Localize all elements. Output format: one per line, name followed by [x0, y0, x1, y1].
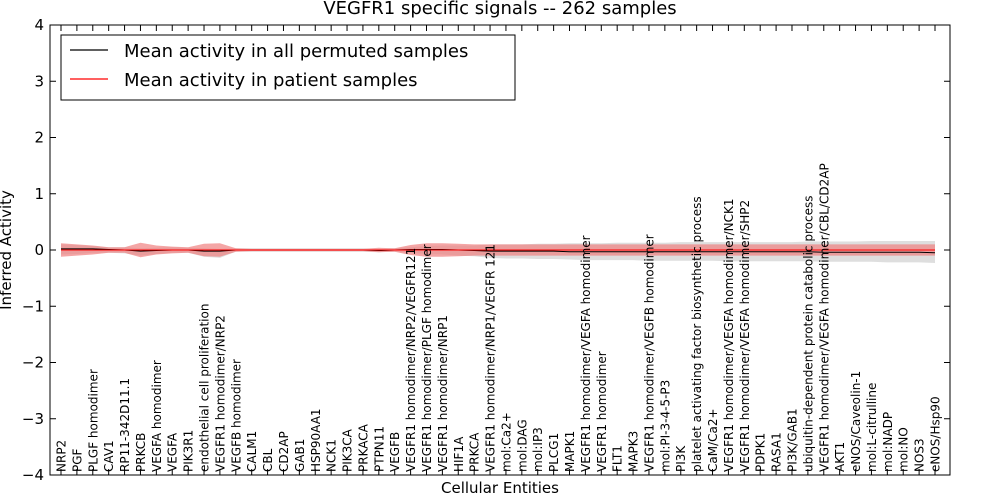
x-tick-label: VEGFR1 homodimer/VEGFA homodimer — [579, 235, 593, 472]
x-tick-label: HIF1A — [452, 436, 466, 472]
x-tick-label: VEGFR1 homodimer/VEGFB homodimer — [643, 234, 657, 472]
x-tick-label: VEGFR1 homodimer/VEGFA homodimer/CBL/CD2… — [817, 163, 831, 472]
x-tick-label: VEGFR1 homodimer/VEGFA homodimer/SHP2 — [738, 200, 752, 472]
x-tick-label: PIK3R1 — [182, 430, 196, 472]
plot-frame — [49, 24, 951, 476]
x-tick-label: FLT1 — [611, 445, 625, 472]
x-tick-label: GAB1 — [293, 439, 307, 472]
x-tick-label: PGF — [70, 448, 84, 472]
y-tick-label: −1 — [22, 297, 44, 315]
x-tick-label: mol:L-citrulline — [865, 383, 879, 472]
chart-title: VEGFR1 specific signals -- 262 samples — [323, 0, 676, 19]
y-axis-label: Inferred Activity — [0, 190, 15, 310]
x-tick-label: PRKCB — [134, 433, 148, 472]
x-tick-label: PRKACA — [356, 423, 370, 472]
x-tick-label: mol:DAG — [515, 419, 529, 472]
x-tick-label: mol:NADP — [881, 412, 895, 472]
x-tick-label: eNOS/Caveolin-1 — [849, 371, 863, 472]
x-tick-label: PRKCA — [468, 432, 482, 472]
x-tick-label: mol:Ca2+ — [499, 412, 513, 472]
x-tick-label: mol:PI-3-4-5-P3 — [658, 380, 672, 472]
x-tick-label: VEGFR1 homodimer/NRP2/VEGFR121 — [404, 248, 418, 472]
legend-label-patient: Mean activity in patient samples — [124, 70, 418, 91]
x-tick-label: VEGFR1 homodimer/NRP1/VEGFR 121 — [484, 244, 498, 472]
x-tick-label: CaM/Ca2+ — [706, 408, 720, 472]
x-tick-label: NRP2 — [55, 440, 69, 472]
x-tick-label: CALM1 — [245, 431, 259, 472]
x-tick-label: MAPK3 — [627, 431, 641, 472]
legend: Mean activity in all permuted samples Me… — [60, 34, 516, 101]
x-tick-label: PLGF homodimer — [86, 369, 100, 472]
x-tick-label: RASA1 — [770, 432, 784, 472]
y-tick-label: 0 — [34, 241, 44, 259]
x-axis-label: Cellular Entities — [441, 479, 559, 497]
x-tick-label: AKT1 — [833, 442, 847, 472]
x-tick-label: MAPK1 — [563, 431, 577, 472]
x-tick-label: NCK1 — [325, 439, 339, 472]
x-tick-label: VEGFA homodimer — [150, 360, 164, 472]
x-tick-label: platelet activating factor biosynthetic … — [690, 196, 704, 472]
x-tick-label: mol:NO — [897, 427, 911, 472]
x-tick-label: VEGFR1 homodimer/PLGF homodimer — [420, 244, 434, 472]
x-tick-label: CBL — [261, 448, 275, 472]
x-axis-ticks: NRP2 PGF PLGF homodimer CAV1 RP11-342D11.1 PR… — [55, 25, 943, 475]
x-tick-label: CAV1 — [102, 440, 116, 472]
y-tick-label: −3 — [22, 410, 44, 428]
x-tick-label: VEGFR1 homodimer/NRP2 — [213, 315, 227, 472]
y-tick-label: −4 — [22, 466, 44, 484]
y-tick-label: 2 — [34, 129, 44, 147]
x-tick-label: PDPK1 — [754, 433, 768, 472]
y-tick-label: −2 — [22, 354, 44, 372]
y-tick-label: 1 — [34, 185, 44, 203]
x-tick-label: CD2AP — [277, 431, 291, 472]
x-tick-label: RP11-342D11.1 — [118, 378, 132, 472]
x-tick-label: VEGFR1 homodimer — [595, 351, 609, 472]
x-tick-label: PIK3CA — [341, 428, 355, 472]
x-tick-label: HSP90AA1 — [309, 408, 323, 472]
series-lines — [61, 248, 936, 254]
y-tick-label: 4 — [34, 16, 44, 34]
x-tick-label: VEGFB homodimer — [229, 359, 243, 472]
x-tick-label: NOS3 — [913, 438, 927, 472]
x-tick-label: VEGFA — [166, 432, 180, 472]
legend-label-permuted: Mean activity in all permuted samples — [124, 41, 468, 62]
x-tick-label: endothelial cell proliferation — [198, 304, 212, 472]
y-tick-label: 3 — [34, 72, 44, 90]
x-tick-label: PLCG1 — [547, 433, 561, 472]
legend-box — [60, 34, 516, 101]
x-tick-label: PI3K/GAB1 — [786, 408, 800, 472]
x-tick-label: VEGFB — [388, 432, 402, 472]
x-tick-label: VEGFR1 homodimer/VEGFA homodimer/NCK1 — [722, 198, 736, 472]
line-permuted — [61, 248, 936, 254]
x-tick-label: PI3K — [674, 445, 688, 472]
x-tick-label: PTPN11 — [372, 426, 386, 472]
x-tick-label: eNOS/Hsp90 — [929, 396, 943, 472]
x-tick-label: VEGFR1 homodimer/NRP1 — [436, 315, 450, 472]
y-axis-ticks: −4 −3 −2 −1 0 1 2 3 4 — [22, 16, 950, 484]
x-tick-label: mol:IP3 — [531, 427, 545, 472]
x-tick-label: ubiquitin-dependent protein catabolic pr… — [801, 196, 815, 472]
